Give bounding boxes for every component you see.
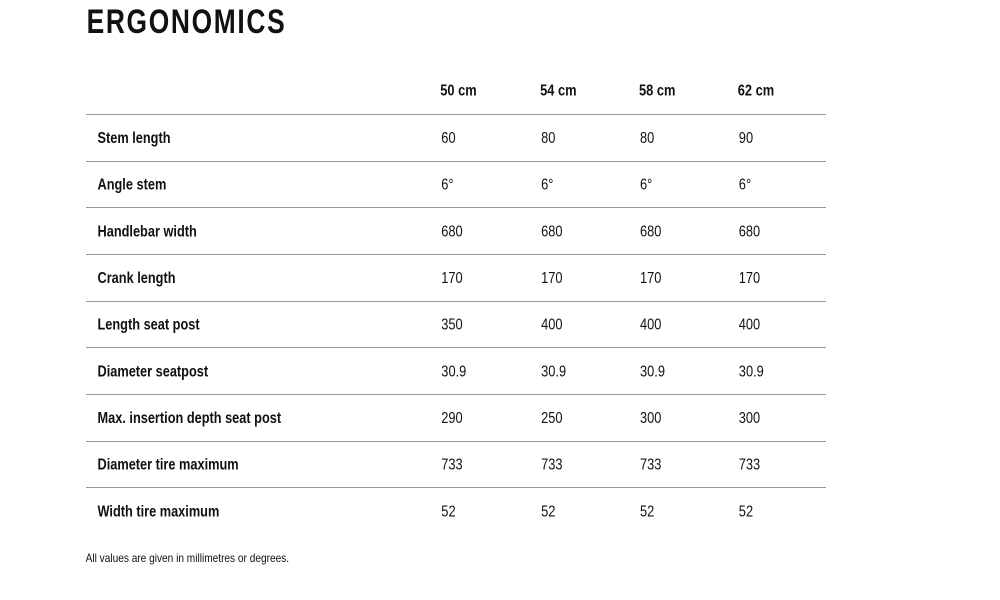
svg-text:52: 52 (640, 503, 654, 520)
svg-text:6°: 6° (541, 177, 553, 194)
svg-text:400: 400 (541, 317, 563, 334)
svg-text:680: 680 (441, 223, 463, 240)
svg-text:680: 680 (640, 223, 662, 240)
svg-text:6°: 6° (441, 177, 453, 194)
svg-text:Handlebar width: Handlebar width (98, 223, 197, 240)
svg-text:Diameter tire maximum: Diameter tire maximum (98, 457, 239, 474)
svg-text:170: 170 (541, 270, 563, 287)
svg-text:62 cm: 62 cm (738, 83, 774, 100)
svg-text:Crank length: Crank length (98, 270, 176, 287)
svg-text:30.9: 30.9 (739, 363, 764, 380)
svg-text:400: 400 (739, 317, 761, 334)
svg-text:All values are given in millim: All values are given in millimetres or d… (86, 551, 290, 565)
svg-text:350: 350 (441, 317, 463, 334)
svg-text:Width tire maximum: Width tire maximum (98, 503, 220, 520)
svg-text:733: 733 (739, 457, 760, 474)
svg-text:80: 80 (541, 130, 556, 147)
svg-text:170: 170 (739, 270, 761, 287)
svg-text:Angle stem: Angle stem (98, 177, 167, 194)
svg-text:50 cm: 50 cm (440, 83, 476, 100)
svg-text:Max. insertion depth seat post: Max. insertion depth seat post (98, 410, 282, 427)
svg-text:90: 90 (739, 130, 754, 147)
svg-text:52: 52 (541, 503, 555, 520)
svg-text:733: 733 (640, 457, 661, 474)
svg-text:733: 733 (541, 457, 562, 474)
svg-text:30.9: 30.9 (441, 363, 466, 380)
svg-text:290: 290 (441, 410, 463, 427)
svg-text:30.9: 30.9 (640, 363, 665, 380)
svg-text:ERGONOMICS: ERGONOMICS (87, 3, 287, 41)
svg-text:60: 60 (441, 130, 456, 147)
svg-text:250: 250 (541, 410, 563, 427)
svg-text:300: 300 (739, 410, 761, 427)
svg-text:58 cm: 58 cm (639, 83, 675, 100)
svg-text:52: 52 (739, 503, 753, 520)
svg-text:52: 52 (441, 503, 455, 520)
svg-text:170: 170 (640, 270, 662, 287)
svg-text:400: 400 (640, 317, 662, 334)
svg-text:170: 170 (441, 270, 463, 287)
svg-text:Length seat post: Length seat post (98, 317, 200, 334)
svg-text:30.9: 30.9 (541, 363, 566, 380)
svg-text:80: 80 (640, 130, 655, 147)
svg-text:6°: 6° (640, 177, 652, 194)
svg-text:300: 300 (640, 410, 662, 427)
svg-text:6°: 6° (739, 177, 751, 194)
svg-text:733: 733 (441, 457, 462, 474)
svg-text:Diameter seatpost: Diameter seatpost (98, 363, 209, 380)
svg-text:54 cm: 54 cm (540, 83, 576, 100)
svg-text:680: 680 (739, 223, 761, 240)
svg-text:Stem length: Stem length (98, 130, 171, 147)
svg-text:680: 680 (541, 223, 563, 240)
